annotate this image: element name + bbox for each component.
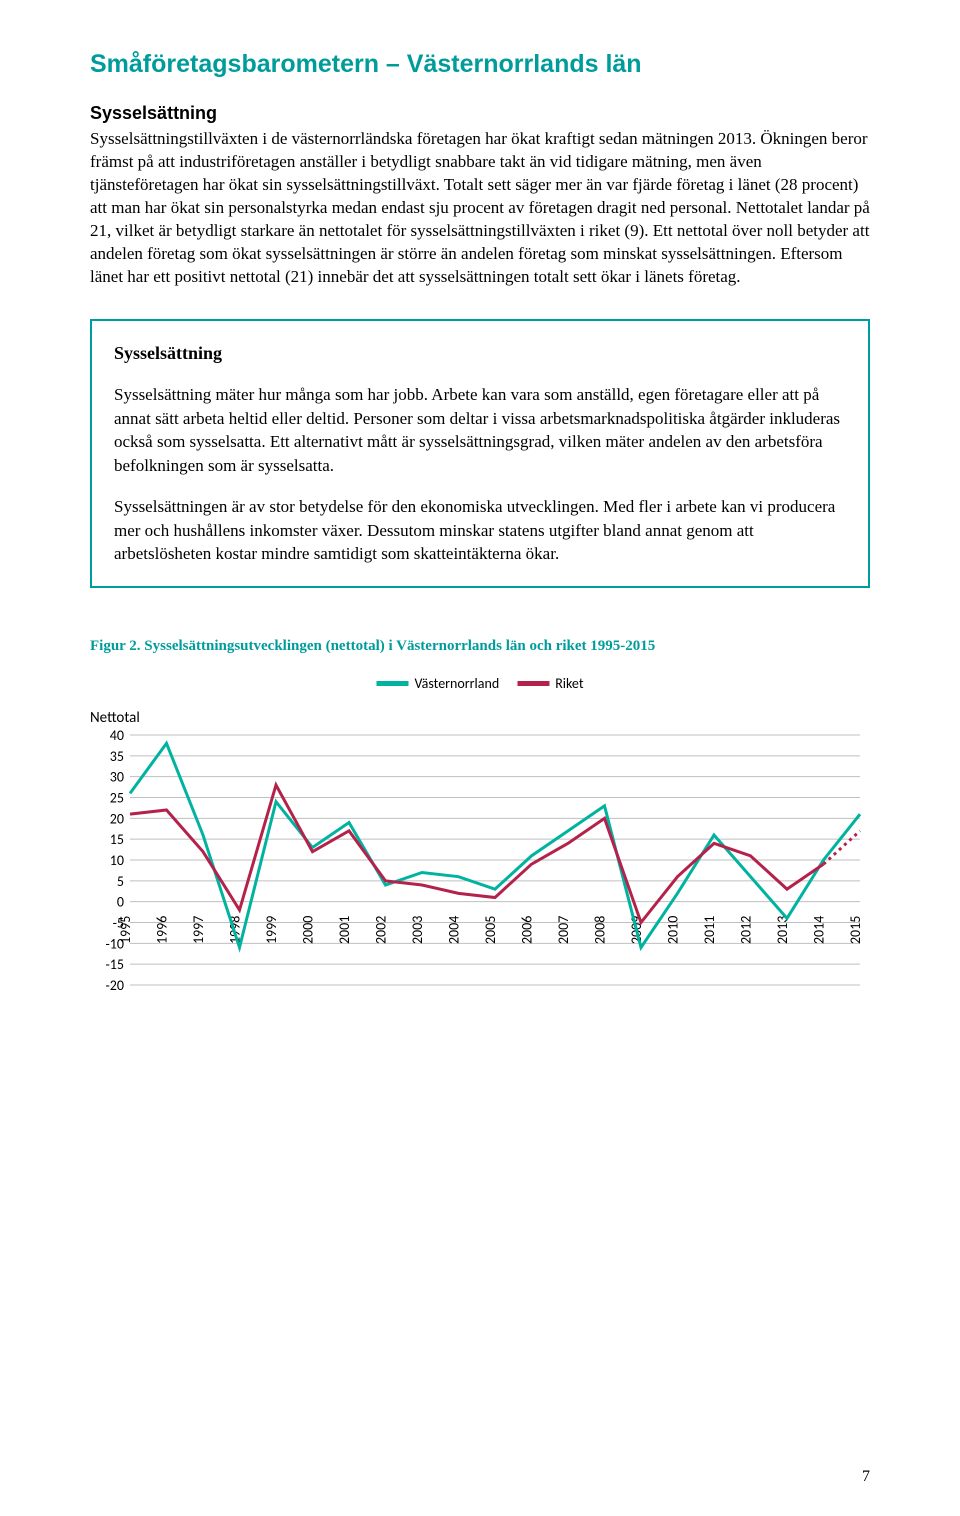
section-heading: Sysselsättning xyxy=(90,103,870,124)
legend-item-vasternorrland: Västernorrland xyxy=(376,675,499,692)
info-box: Sysselsättning Sysselsättning mäter hur … xyxy=(90,319,870,588)
legend-swatch xyxy=(376,681,408,686)
chart-legend: Västernorrland Riket xyxy=(376,675,583,692)
svg-text:35: 35 xyxy=(110,747,124,764)
y-axis-title: Nettotal xyxy=(90,709,140,727)
svg-text:25: 25 xyxy=(110,789,124,806)
svg-text:2005: 2005 xyxy=(482,915,499,943)
svg-text:5: 5 xyxy=(117,872,124,889)
svg-text:2013: 2013 xyxy=(774,915,791,943)
legend-label: Riket xyxy=(555,675,583,692)
svg-text:2010: 2010 xyxy=(665,915,682,943)
line-chart: Västernorrland Riket Nettotal -20-15-10-… xyxy=(90,675,870,1055)
svg-text:2015: 2015 xyxy=(847,915,864,943)
svg-text:40: 40 xyxy=(110,727,124,744)
figure-caption: Figur 2. Sysselsättningsutvecklingen (ne… xyxy=(90,638,870,655)
svg-text:20: 20 xyxy=(110,810,124,827)
svg-text:2002: 2002 xyxy=(373,915,390,943)
svg-text:15: 15 xyxy=(110,831,124,848)
svg-text:2011: 2011 xyxy=(701,915,718,943)
svg-text:1999: 1999 xyxy=(263,915,280,943)
svg-text:0: 0 xyxy=(117,893,124,910)
info-box-p2: Sysselsättningen är av stor betydelse fö… xyxy=(114,495,846,565)
svg-text:2001: 2001 xyxy=(336,915,353,943)
page-number: 7 xyxy=(862,1468,870,1486)
svg-text:2003: 2003 xyxy=(409,915,426,943)
svg-text:2014: 2014 xyxy=(811,915,828,943)
svg-text:2004: 2004 xyxy=(446,915,463,943)
svg-text:2000: 2000 xyxy=(300,915,317,943)
section-body: Sysselsättningstillväxten i de västernor… xyxy=(90,128,870,289)
svg-text:2008: 2008 xyxy=(592,915,609,943)
svg-text:2006: 2006 xyxy=(519,915,536,943)
svg-text:30: 30 xyxy=(110,768,124,785)
svg-text:2007: 2007 xyxy=(555,915,572,943)
svg-text:10: 10 xyxy=(110,852,124,869)
legend-label: Västernorrland xyxy=(414,675,499,692)
svg-text:1996: 1996 xyxy=(154,915,171,943)
page-title: Småföretagsbarometern – Västernorrlands … xyxy=(90,50,870,79)
svg-text:2012: 2012 xyxy=(738,915,755,943)
svg-text:-20: -20 xyxy=(106,977,124,994)
legend-item-riket: Riket xyxy=(517,675,583,692)
svg-text:-15: -15 xyxy=(106,956,124,973)
legend-swatch xyxy=(517,681,549,686)
svg-text:1995: 1995 xyxy=(117,915,134,943)
chart-svg: -20-15-10-505101520253035401995199619971… xyxy=(90,675,870,1055)
svg-text:1997: 1997 xyxy=(190,915,207,943)
info-box-title: Sysselsättning xyxy=(114,341,846,366)
info-box-p1: Sysselsättning mäter hur många som har j… xyxy=(114,383,846,477)
